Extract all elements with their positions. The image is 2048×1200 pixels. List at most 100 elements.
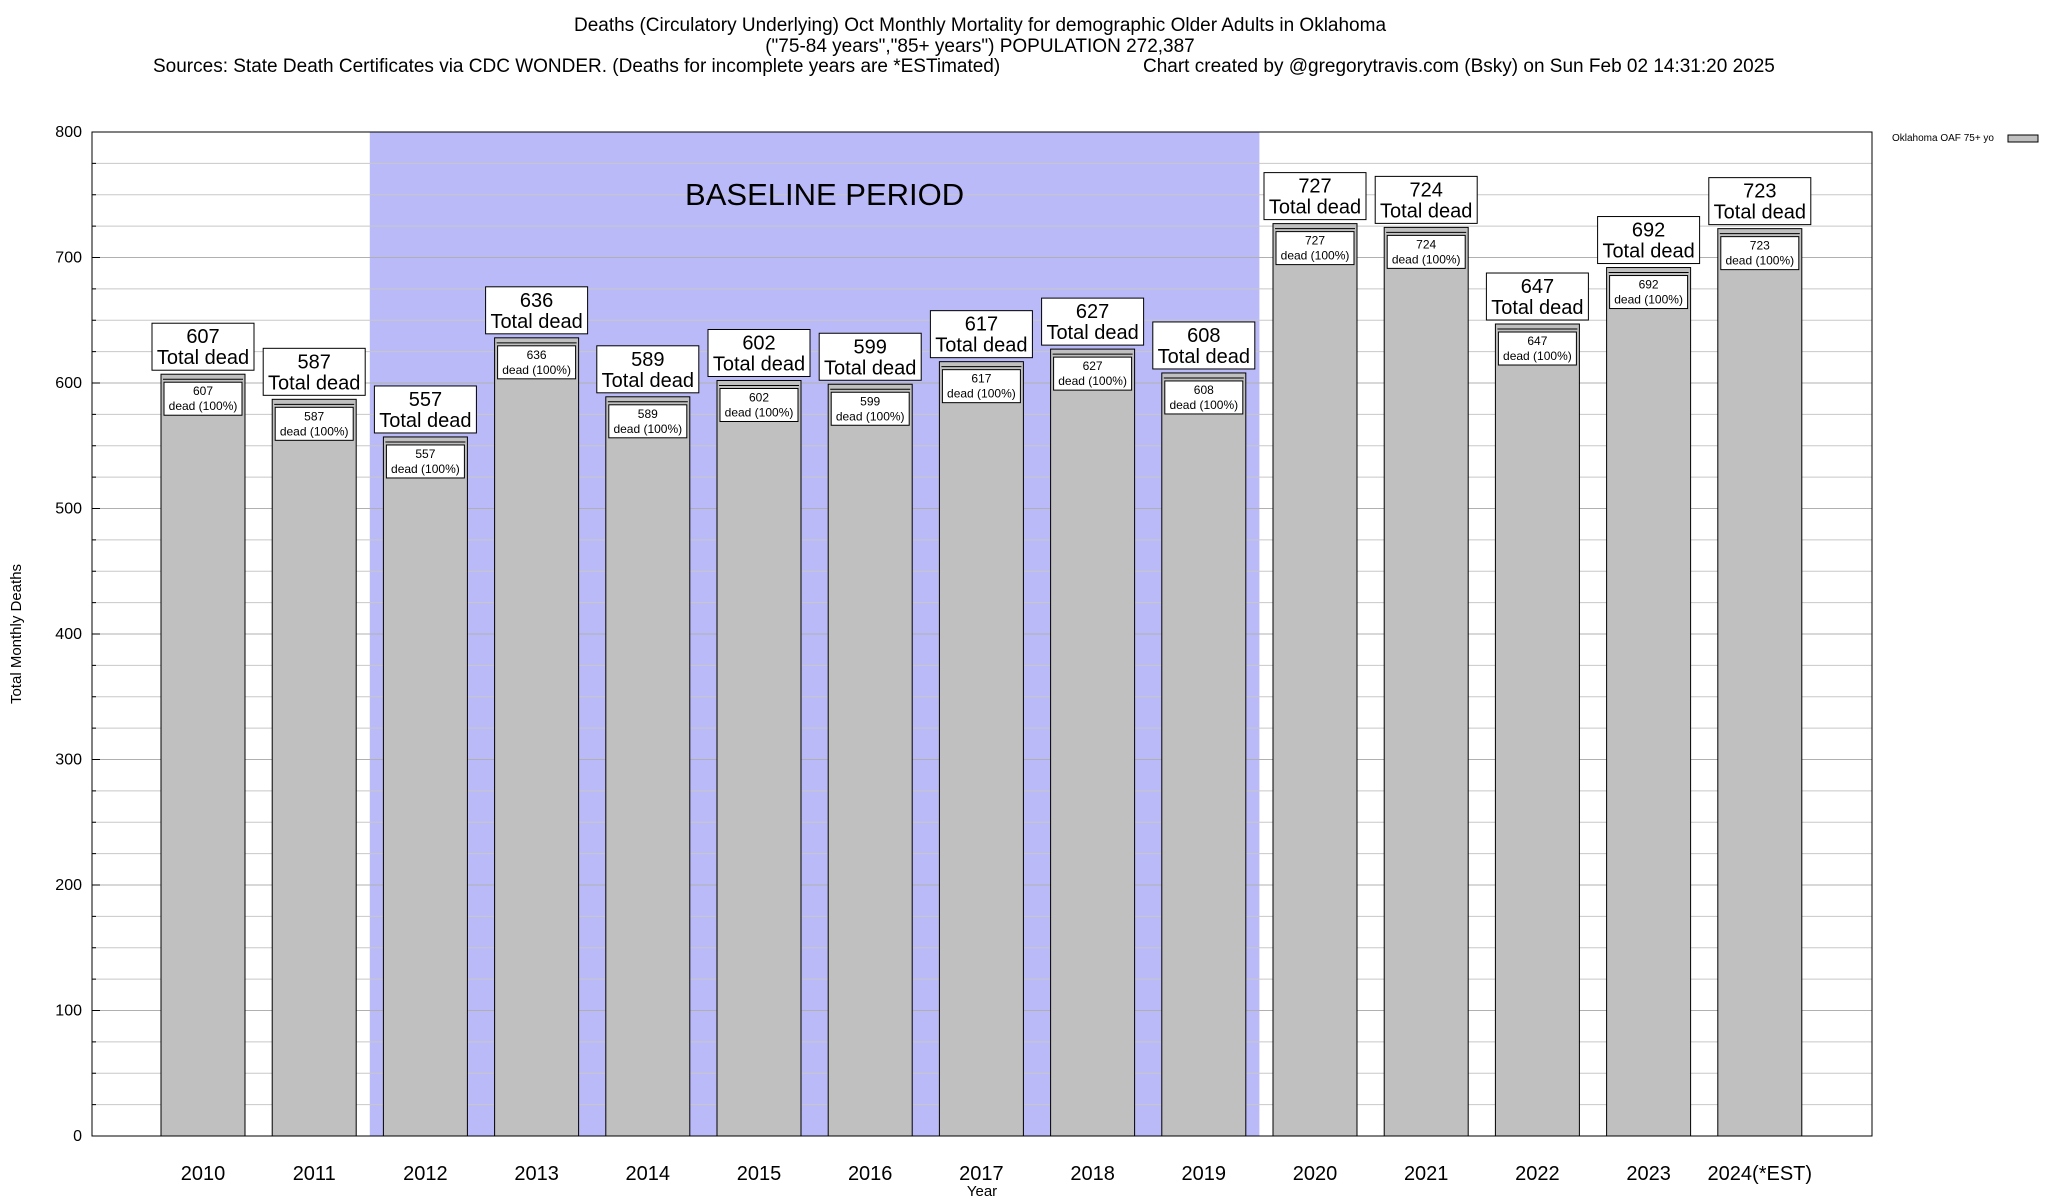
inner-percent-label: dead (100%) xyxy=(1503,349,1572,363)
total-value-label: 647 xyxy=(1521,276,1554,298)
total-value-label: 589 xyxy=(631,349,664,371)
total-label-box xyxy=(1374,175,1478,224)
total-dead-label: Total dead xyxy=(1046,322,1138,344)
inner-percent-label: dead (100%) xyxy=(280,424,349,438)
total-value-label: 627 xyxy=(1076,301,1109,323)
total-label-box xyxy=(262,347,366,396)
total-value-label: 692 xyxy=(1632,220,1665,242)
y-tick-label: 200 xyxy=(55,877,82,894)
inner-label-box xyxy=(163,381,243,416)
inner-percent-label: dead (100%) xyxy=(391,462,460,476)
inner-value-label: 557 xyxy=(415,447,435,461)
inner-value-label: 647 xyxy=(1527,334,1547,348)
inner-percent-label: dead (100%) xyxy=(502,363,571,377)
total-dead-label: Total dead xyxy=(1602,241,1694,263)
inner-label-box xyxy=(1386,234,1466,269)
total-value-label: 724 xyxy=(1410,179,1443,201)
inner-label-box xyxy=(941,369,1021,404)
x-tick-label: 2021 xyxy=(1404,1163,1449,1185)
inner-percent-label: dead (100%) xyxy=(1392,252,1461,266)
inner-value-label: 636 xyxy=(527,348,547,362)
x-tick-label: 2020 xyxy=(1293,1163,1338,1185)
total-dead-label: Total dead xyxy=(713,353,805,375)
inner-label-box xyxy=(830,391,910,426)
x-tick-label: 2017 xyxy=(959,1163,1004,1185)
bar xyxy=(605,396,691,1137)
inner-percent-label: dead (100%) xyxy=(1614,293,1683,307)
inner-percent-label: dead (100%) xyxy=(1169,398,1238,412)
inner-percent-label: dead (100%) xyxy=(1058,374,1127,388)
bar xyxy=(827,383,913,1137)
inner-label-box xyxy=(385,444,465,479)
bar xyxy=(716,379,802,1137)
inner-value-label: 608 xyxy=(1194,383,1214,397)
inner-value-label: 617 xyxy=(971,372,991,386)
inner-label-box xyxy=(1609,275,1689,310)
inner-value-label: 602 xyxy=(749,390,769,404)
total-value-label: 587 xyxy=(298,351,331,373)
inner-value-label: 727 xyxy=(1305,234,1325,248)
total-value-label: 599 xyxy=(854,336,887,358)
inner-value-label: 589 xyxy=(638,407,658,421)
inner-value-label: 627 xyxy=(1083,359,1103,373)
inner-percent-label: dead (100%) xyxy=(1725,254,1794,268)
total-dead-label: Total dead xyxy=(1714,202,1806,224)
total-dead-label: Total dead xyxy=(824,357,916,379)
y-tick-label: 700 xyxy=(55,250,82,267)
total-dead-label: Total dead xyxy=(1158,346,1250,368)
total-value-label: 636 xyxy=(520,290,553,312)
bar xyxy=(382,436,468,1137)
x-tick-label: 2024(*EST) xyxy=(1708,1163,1813,1185)
total-value-label: 608 xyxy=(1187,325,1220,347)
total-label-box xyxy=(485,286,589,335)
chart-credit: Chart created by @gregorytravis.com (Bsk… xyxy=(1143,56,1775,77)
bar xyxy=(1494,323,1580,1137)
inner-percent-label: dead (100%) xyxy=(169,399,238,413)
inner-percent-label: dead (100%) xyxy=(947,387,1016,401)
inner-label-box xyxy=(1720,236,1800,271)
total-dead-label: Total dead xyxy=(1380,200,1472,222)
bar xyxy=(160,373,246,1137)
total-value-label: 727 xyxy=(1298,176,1331,198)
total-dead-label: Total dead xyxy=(1269,197,1361,219)
inner-label-box xyxy=(719,387,799,422)
total-value-label: 557 xyxy=(409,389,442,411)
x-tick-label: 2022 xyxy=(1515,1163,1560,1185)
total-dead-label: Total dead xyxy=(1491,297,1583,319)
inner-value-label: 724 xyxy=(1416,237,1436,251)
inner-value-label: 587 xyxy=(304,409,324,423)
x-tick-label: 2011 xyxy=(293,1163,336,1185)
total-label-box xyxy=(929,310,1033,359)
total-value-label: 617 xyxy=(965,314,998,336)
inner-percent-label: dead (100%) xyxy=(725,405,794,419)
total-dead-label: Total dead xyxy=(379,410,471,432)
legend-label: Oklahoma OAF 75+ yo xyxy=(1892,133,1994,144)
y-tick-label: 100 xyxy=(55,1003,82,1020)
x-tick-label: 2018 xyxy=(1070,1163,1115,1185)
inner-value-label: 692 xyxy=(1639,278,1659,292)
inner-label-box xyxy=(1164,380,1244,415)
total-label-box xyxy=(707,328,811,377)
y-tick-label: 600 xyxy=(55,375,82,392)
total-label-box xyxy=(1485,272,1589,321)
total-label-box xyxy=(596,345,700,394)
bar xyxy=(938,361,1024,1137)
bar xyxy=(1717,228,1803,1137)
total-dead-label: Total dead xyxy=(268,372,360,394)
total-dead-label: Total dead xyxy=(935,335,1027,357)
x-tick-label: 2014 xyxy=(626,1163,671,1185)
x-tick-label: 2016 xyxy=(848,1163,893,1185)
total-label-box xyxy=(1263,172,1367,221)
y-axis-label: Total Monthly Deaths xyxy=(8,564,25,704)
inner-value-label: 607 xyxy=(193,384,213,398)
total-label-box xyxy=(151,322,255,371)
total-dead-label: Total dead xyxy=(602,370,694,392)
total-value-label: 602 xyxy=(742,332,775,354)
inner-value-label: 599 xyxy=(860,394,880,408)
inner-label-box xyxy=(1275,231,1355,266)
baseline-label: BASELINE PERIOD xyxy=(685,177,964,212)
bar xyxy=(271,398,357,1137)
x-tick-label: 2023 xyxy=(1626,1163,1671,1185)
inner-percent-label: dead (100%) xyxy=(836,409,905,423)
